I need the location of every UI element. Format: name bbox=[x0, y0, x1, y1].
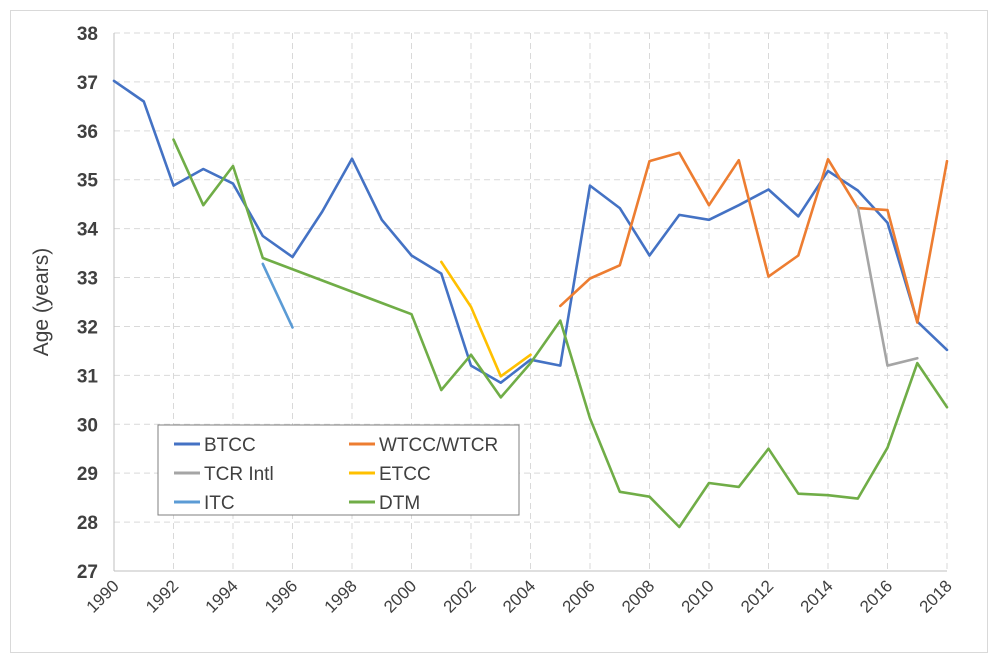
legend-entry: DTM bbox=[379, 493, 420, 514]
x-tick-label: 2018 bbox=[916, 576, 956, 616]
x-tick-label: 1996 bbox=[261, 576, 301, 616]
y-tick-label: 28 bbox=[77, 513, 98, 534]
y-tick-label: 27 bbox=[77, 562, 98, 583]
x-tick-labels: 1990 1992 1994 1996 1998 2000 2002 2004 2006 2008… bbox=[83, 576, 956, 616]
series-line-dtm bbox=[172, 138, 949, 529]
gridlines bbox=[114, 32, 948, 571]
y-tick-label: 38 bbox=[77, 24, 98, 45]
legend-entry: WTCC/WTCR bbox=[379, 435, 498, 456]
series-line-tcr-intl bbox=[856, 205, 919, 367]
y-tick-label: 35 bbox=[77, 171, 99, 192]
y-tick-label: 32 bbox=[77, 317, 98, 338]
series-line-itc bbox=[261, 262, 294, 329]
legend-box bbox=[157, 424, 520, 516]
x-tick-label: 2010 bbox=[678, 576, 718, 616]
legend-entry: ITC bbox=[204, 493, 235, 514]
y-tick-label: 37 bbox=[77, 73, 98, 94]
x-tick-label: 2006 bbox=[559, 576, 599, 616]
x-tick-label: 2008 bbox=[618, 576, 658, 616]
y-tick-label: 33 bbox=[77, 269, 98, 290]
y-tick-label: 34 bbox=[77, 220, 99, 241]
legend-entry: ETCC bbox=[379, 464, 431, 485]
y-tick-labels: 27 28 29 30 31 32 33 34 35 36 37 38 bbox=[77, 24, 99, 583]
series-line-etcc bbox=[439, 260, 532, 378]
legend: BTCC WTCC/WTCR TCR Intl ETCC ITC DTM bbox=[157, 424, 520, 516]
y-axis-label: Age (years) bbox=[30, 248, 53, 357]
x-tick-label: 2000 bbox=[380, 576, 420, 616]
legend-entry: TCR Intl bbox=[204, 464, 274, 485]
x-tick-label: 2016 bbox=[856, 576, 896, 616]
axes bbox=[113, 33, 947, 572]
y-tick-label: 30 bbox=[77, 415, 98, 436]
y-tick-label: 31 bbox=[77, 366, 99, 387]
x-tick-label: 2012 bbox=[737, 576, 777, 616]
y-tick-label: 29 bbox=[77, 464, 98, 485]
x-tick-label: 2004 bbox=[499, 576, 539, 616]
x-tick-label: 1998 bbox=[321, 576, 361, 616]
x-tick-label: 1992 bbox=[142, 576, 182, 616]
legend-entry: BTCC bbox=[204, 435, 256, 456]
x-tick-label: 1994 bbox=[202, 576, 242, 616]
y-tick-label: 36 bbox=[77, 122, 98, 143]
series-lines bbox=[112, 79, 949, 529]
x-tick-label: 2002 bbox=[440, 576, 480, 616]
x-tick-label: 2014 bbox=[797, 576, 837, 616]
series-line-wtcc-wtcr bbox=[558, 151, 949, 324]
series-line-btcc bbox=[112, 79, 949, 385]
